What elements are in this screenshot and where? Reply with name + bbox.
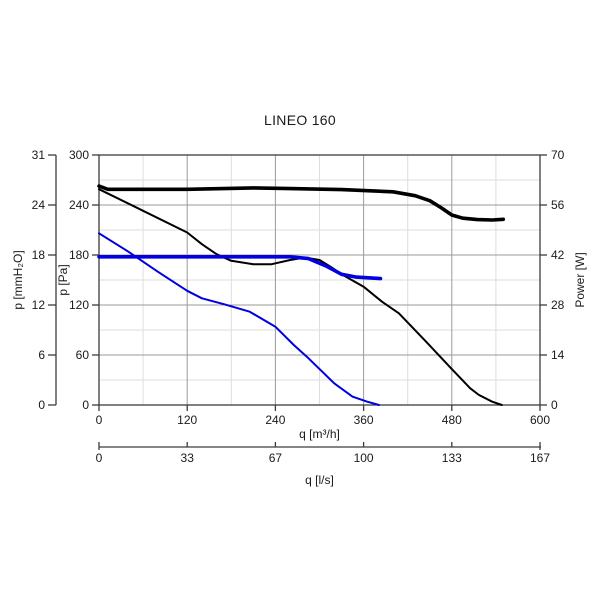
series-power-min-speed <box>97 254 383 281</box>
power-tick-label: 14 <box>551 348 565 362</box>
pa-axis-title: p [Pa] <box>56 264 70 295</box>
mmh2o-tick-label: 6 <box>38 348 45 362</box>
mmh2o-tick-label: 24 <box>32 198 46 212</box>
power-tick-label: 56 <box>551 198 565 212</box>
plot-box <box>98 154 541 406</box>
pa-tick-label: 300 <box>69 148 89 162</box>
m3h-tick-label: 480 <box>442 413 462 427</box>
pa-tick-label: 60 <box>76 348 90 362</box>
m3h-tick-label: 120 <box>177 413 197 427</box>
ls-tick-label: 33 <box>181 451 195 465</box>
mmh2o-tick-label: 12 <box>32 298 46 312</box>
ls-axis-title: q [l/s] <box>305 473 334 487</box>
m3h-tick-label: 0 <box>96 413 103 427</box>
chart-title: LINEO 160 <box>264 112 336 128</box>
pa-tick-label: 0 <box>82 398 89 412</box>
ls-tick-label: 100 <box>354 451 374 465</box>
mmh2o-tick-label: 31 <box>32 148 46 162</box>
ls-tick-label: 0 <box>96 451 103 465</box>
ls-tick-label: 133 <box>442 451 462 465</box>
pa-tick-label: 240 <box>69 198 89 212</box>
power-axis-title: Power [W] <box>573 252 587 307</box>
series-pressure-min-speed <box>98 232 380 406</box>
power-tick-label: 70 <box>551 148 565 162</box>
mmh2o-axis-title: p [mmH₂O] <box>11 250 25 309</box>
pa-tick-label: 180 <box>69 248 89 262</box>
power-tick-label: 0 <box>551 398 558 412</box>
ls-tick-label: 67 <box>269 451 283 465</box>
pa-tick-label: 120 <box>69 298 89 312</box>
mmh2o-tick-label: 0 <box>38 398 45 412</box>
m3h-tick-label: 600 <box>530 413 550 427</box>
power-tick-label: 42 <box>551 248 565 262</box>
series-pressure-max-speed <box>98 188 503 406</box>
ls-tick-label: 167 <box>530 451 550 465</box>
mmh2o-tick-label: 18 <box>32 248 46 262</box>
m3h-tick-label: 240 <box>265 413 285 427</box>
series-power-max-speed <box>97 184 506 222</box>
m3h-axis-title: q [m³/h] <box>299 427 340 441</box>
power-tick-label: 28 <box>551 298 565 312</box>
m3h-tick-label: 360 <box>354 413 374 427</box>
